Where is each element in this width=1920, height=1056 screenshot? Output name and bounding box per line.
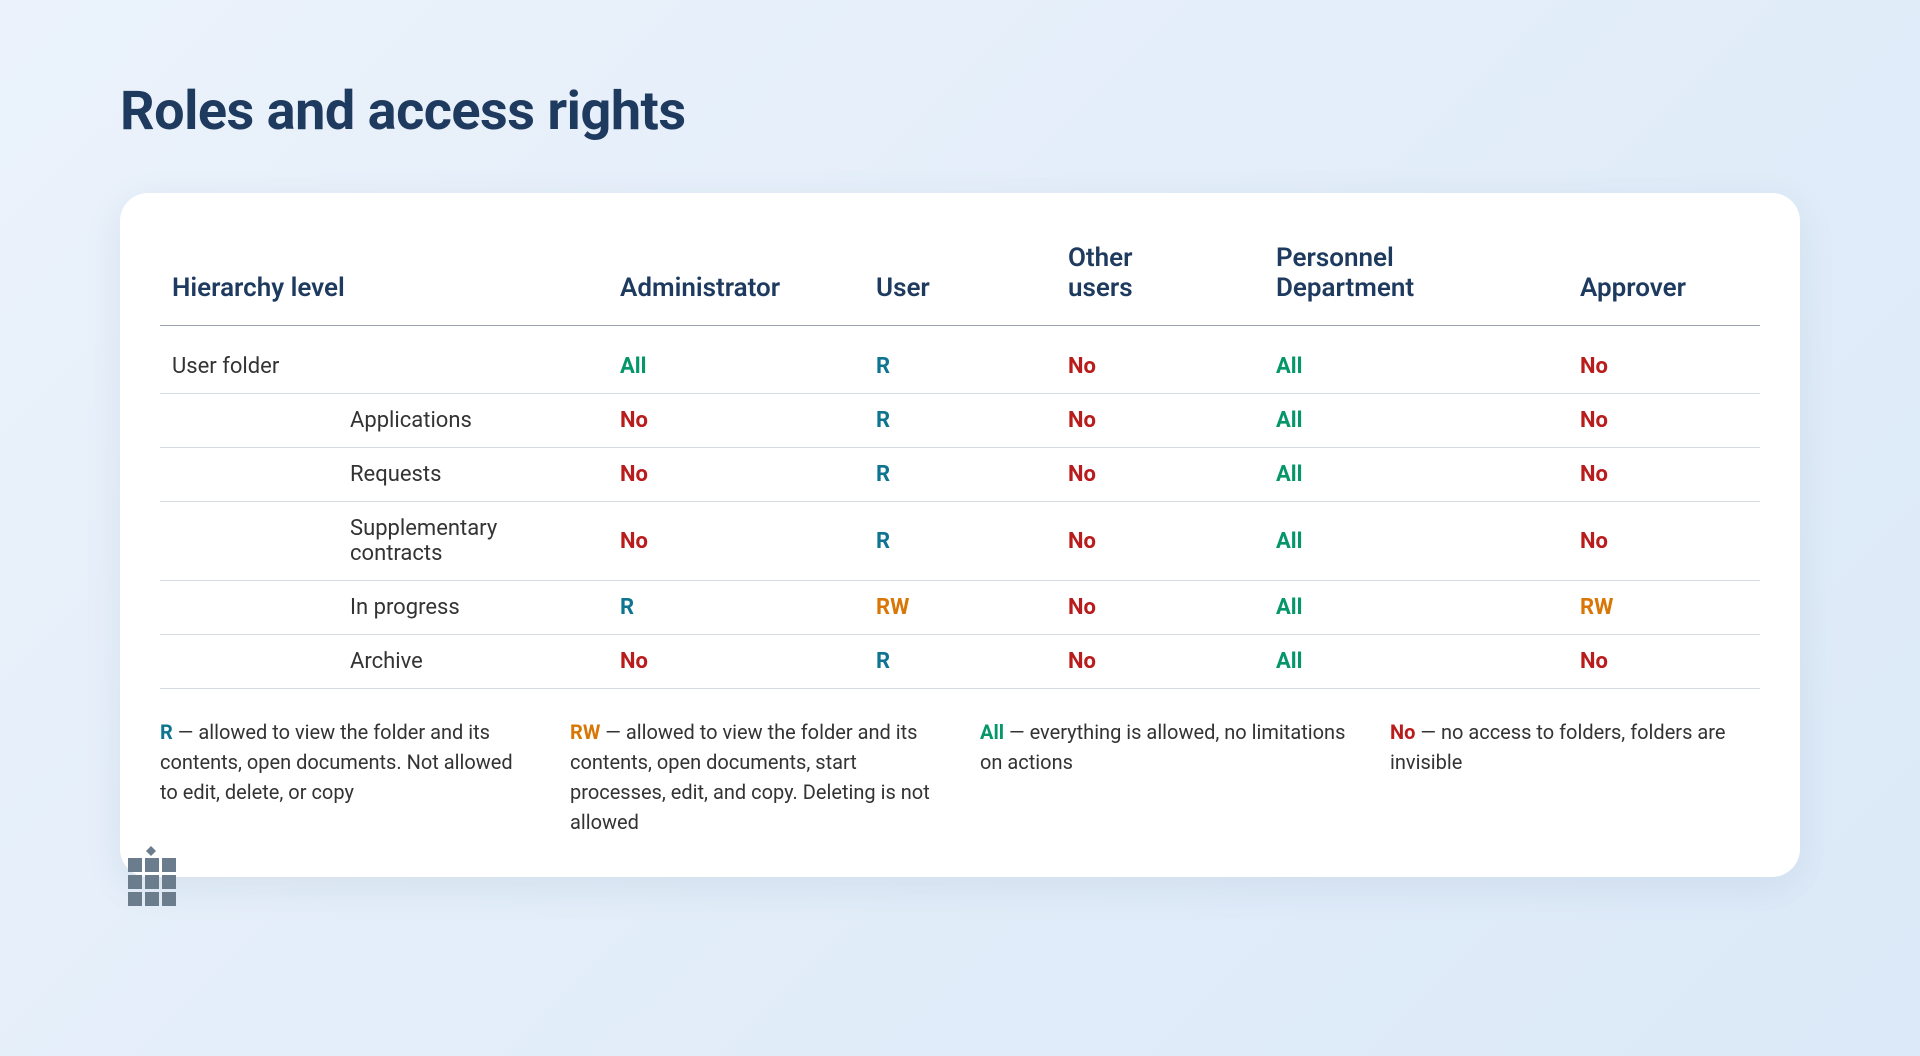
- access-value: No: [1056, 394, 1264, 448]
- table-header-cell: Hierarchy level: [160, 233, 608, 326]
- access-rights-table: Hierarchy levelAdministratorUserOtheruse…: [160, 233, 1760, 689]
- legend-key: No: [1390, 720, 1415, 744]
- access-value: No: [1520, 635, 1760, 689]
- table-row: RequestsNoRNoAllNo: [160, 448, 1760, 502]
- access-value: No: [1520, 326, 1760, 394]
- access-rights-card: Hierarchy levelAdministratorUserOtheruse…: [120, 193, 1800, 877]
- legend: R — allowed to view the folder and its c…: [160, 717, 1760, 837]
- table-row: ApplicationsNoRNoAllNo: [160, 394, 1760, 448]
- legend-key: RW: [570, 720, 600, 744]
- access-value: No: [1520, 502, 1760, 581]
- access-value: R: [864, 502, 1056, 581]
- access-value: RW: [864, 581, 1056, 635]
- table-header-cell: PersonnelDepartment: [1264, 233, 1520, 326]
- table-header-cell: Administrator: [608, 233, 864, 326]
- table-row: User folderAllRNoAllNo: [160, 326, 1760, 394]
- hierarchy-label: In progress: [160, 581, 608, 635]
- access-value: No: [1056, 502, 1264, 581]
- table-row: SupplementarycontractsNoRNoAllNo: [160, 502, 1760, 581]
- access-value: All: [1264, 394, 1520, 448]
- access-value: No: [1056, 581, 1264, 635]
- brand-logo-icon: [128, 858, 176, 906]
- legend-text: — everything is allowed, no limitations …: [980, 720, 1345, 774]
- hierarchy-label: User folder: [160, 326, 608, 394]
- access-value: No: [608, 635, 864, 689]
- legend-item: R — allowed to view the folder and its c…: [160, 717, 530, 837]
- access-value: R: [864, 635, 1056, 689]
- hierarchy-label: Supplementarycontracts: [160, 502, 608, 581]
- legend-item: No — no access to folders, folders are i…: [1390, 717, 1760, 837]
- access-value: R: [864, 326, 1056, 394]
- access-value: R: [608, 581, 864, 635]
- table-header-cell: User: [864, 233, 1056, 326]
- table-header-cell: Approver: [1520, 233, 1760, 326]
- hierarchy-label: Applications: [160, 394, 608, 448]
- legend-item: RW — allowed to view the folder and its …: [570, 717, 940, 837]
- legend-text: — no access to folders, folders are invi…: [1390, 720, 1725, 774]
- hierarchy-label: Archive: [160, 635, 608, 689]
- access-value: All: [1264, 326, 1520, 394]
- legend-item: All — everything is allowed, no limitati…: [980, 717, 1350, 837]
- access-value: No: [1056, 448, 1264, 502]
- hierarchy-label: Requests: [160, 448, 608, 502]
- legend-text: — allowed to view the folder and its con…: [160, 720, 513, 804]
- legend-key: All: [980, 720, 1004, 744]
- legend-key: R: [160, 720, 173, 744]
- table-body: User folderAllRNoAllNoApplicationsNoRNoA…: [160, 326, 1760, 689]
- access-value: All: [608, 326, 864, 394]
- access-value: No: [608, 448, 864, 502]
- access-value: No: [1056, 326, 1264, 394]
- access-value: No: [1056, 635, 1264, 689]
- access-value: All: [1264, 581, 1520, 635]
- access-value: All: [1264, 635, 1520, 689]
- access-value: R: [864, 448, 1056, 502]
- table-header-cell: Otherusers: [1056, 233, 1264, 326]
- table-row: ArchiveNoRNoAllNo: [160, 635, 1760, 689]
- access-value: No: [608, 502, 864, 581]
- access-value: All: [1264, 502, 1520, 581]
- page-title: Roles and access rights: [120, 80, 1800, 143]
- access-value: R: [864, 394, 1056, 448]
- legend-text: — allowed to view the folder and its con…: [570, 720, 930, 834]
- table-header-row: Hierarchy levelAdministratorUserOtheruse…: [160, 233, 1760, 326]
- table-row: In progressRRWNoAllRW: [160, 581, 1760, 635]
- access-value: All: [1264, 448, 1520, 502]
- access-value: No: [1520, 394, 1760, 448]
- access-value: No: [608, 394, 864, 448]
- access-value: RW: [1520, 581, 1760, 635]
- access-value: No: [1520, 448, 1760, 502]
